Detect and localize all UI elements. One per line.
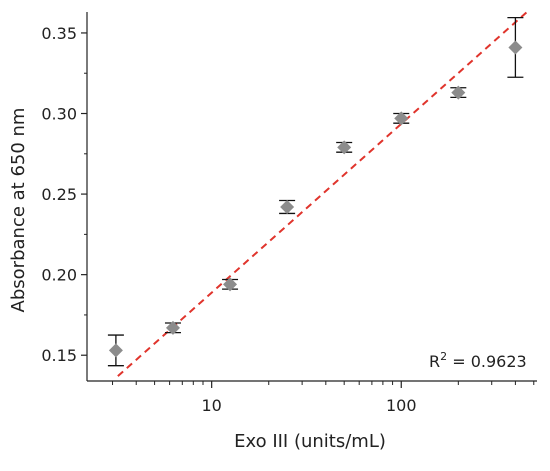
axes: 0.15 0.20 0.25 0.30 0.35 10 100 — [41, 12, 537, 415]
diamond-marker — [451, 85, 466, 100]
x-tick-label: 100 — [386, 396, 417, 415]
data-point — [222, 277, 239, 292]
linear-fit-line — [117, 11, 528, 377]
y-tick-label: 0.35 — [41, 24, 77, 43]
r-squared-value: = 0.9623 — [447, 352, 527, 371]
diamond-marker — [337, 140, 352, 155]
data-point — [279, 199, 296, 215]
data-point — [164, 320, 181, 335]
y-tick-label: 0.15 — [41, 346, 77, 365]
data-points-group — [107, 16, 524, 367]
y-axis-title: Absorbance at 650 nm — [8, 108, 29, 313]
fit-line-group — [117, 11, 528, 377]
r-squared-annotation: R2 = 0.9623 — [429, 350, 527, 371]
data-point — [450, 85, 467, 100]
y-tick-label: 0.20 — [41, 266, 77, 285]
diamond-marker — [394, 111, 409, 126]
r-squared-superscript: 2 — [440, 350, 447, 363]
y-tick-label: 0.30 — [41, 105, 77, 124]
diamond-marker — [108, 343, 123, 358]
data-point — [507, 16, 524, 78]
y-tick-label: 0.25 — [41, 185, 77, 204]
r-squared-base: R — [429, 352, 440, 371]
diamond-marker — [508, 40, 523, 55]
data-point — [107, 334, 124, 367]
diamond-marker — [280, 199, 295, 214]
diamond-marker — [223, 277, 238, 292]
x-axis-title: Exo III (units/mL) — [234, 431, 386, 452]
diamond-marker — [165, 320, 180, 335]
x-tick-label: 10 — [201, 396, 221, 415]
data-point — [336, 140, 353, 155]
data-point — [393, 111, 410, 126]
